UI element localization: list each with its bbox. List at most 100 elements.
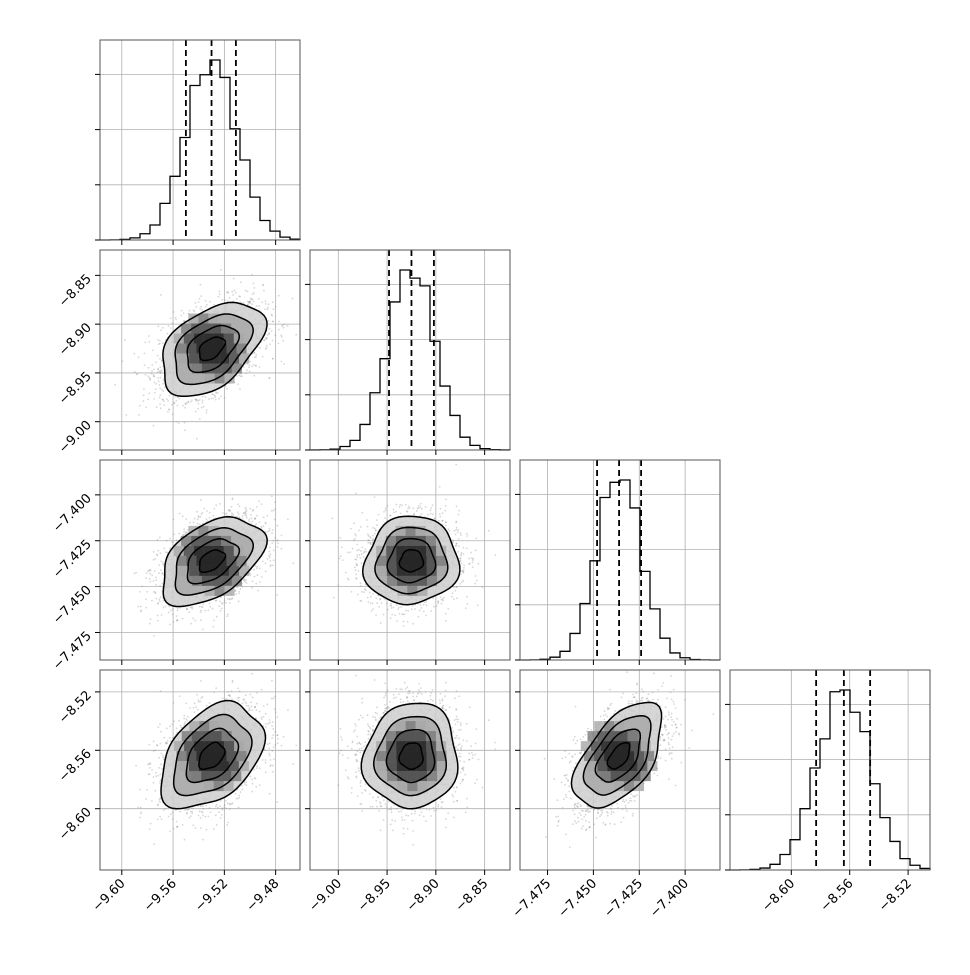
sample-point bbox=[147, 375, 149, 377]
sample-point bbox=[149, 623, 151, 625]
sample-point bbox=[201, 309, 203, 311]
sample-point bbox=[271, 532, 273, 534]
sample-point bbox=[265, 570, 267, 572]
sample-point bbox=[190, 623, 192, 625]
sample-point bbox=[140, 606, 142, 608]
sample-point bbox=[182, 516, 184, 518]
sample-point bbox=[236, 298, 238, 300]
sample-point bbox=[199, 606, 201, 608]
sample-point bbox=[187, 401, 189, 403]
sample-point bbox=[153, 425, 155, 427]
sample-point bbox=[268, 303, 270, 305]
sample-point bbox=[253, 352, 255, 354]
histogram-3 bbox=[730, 690, 930, 870]
sample-point bbox=[278, 295, 280, 297]
sample-point bbox=[159, 600, 161, 602]
sample-point bbox=[167, 411, 169, 413]
sample-point bbox=[242, 518, 244, 520]
sample-point bbox=[209, 517, 211, 519]
density-cell bbox=[177, 344, 187, 354]
sample-point bbox=[170, 318, 172, 320]
sample-point bbox=[240, 281, 242, 283]
sample-point bbox=[173, 402, 175, 404]
sample-point bbox=[138, 357, 140, 359]
sample-point bbox=[281, 361, 283, 363]
sample-point bbox=[250, 522, 252, 524]
sample-point bbox=[186, 609, 188, 611]
sample-point bbox=[159, 340, 161, 342]
sample-point bbox=[209, 602, 211, 604]
sample-point bbox=[162, 327, 164, 329]
sample-point bbox=[189, 522, 191, 524]
histogram-2 bbox=[520, 480, 720, 660]
sample-point bbox=[212, 608, 214, 610]
sample-point bbox=[172, 322, 174, 324]
sample-point bbox=[166, 540, 168, 542]
sample-point bbox=[206, 412, 208, 414]
sample-point bbox=[194, 518, 196, 520]
sample-point bbox=[177, 607, 179, 609]
sample-point bbox=[154, 382, 156, 384]
sample-point bbox=[237, 503, 239, 505]
sample-point bbox=[269, 547, 271, 549]
sample-point bbox=[175, 400, 177, 402]
sample-point bbox=[159, 403, 161, 405]
sample-point bbox=[141, 586, 143, 588]
sample-point bbox=[281, 336, 283, 338]
sample-point bbox=[163, 404, 165, 406]
sample-point bbox=[194, 398, 196, 400]
sample-point bbox=[272, 340, 274, 342]
sample-point bbox=[265, 303, 267, 305]
sample-point bbox=[222, 512, 224, 514]
density-cell bbox=[219, 566, 229, 576]
sample-point bbox=[148, 393, 150, 395]
y-tick-label-1: −8.95 bbox=[56, 369, 95, 408]
sample-point bbox=[148, 341, 150, 343]
density-1-0 bbox=[114, 269, 297, 440]
sample-point bbox=[265, 522, 267, 524]
sample-point bbox=[274, 508, 276, 510]
sample-point bbox=[200, 295, 202, 297]
sample-point bbox=[198, 400, 200, 402]
sample-point bbox=[151, 364, 153, 366]
sample-point bbox=[282, 340, 284, 342]
sample-point bbox=[160, 329, 162, 331]
sample-point bbox=[213, 394, 215, 396]
sample-point bbox=[295, 334, 297, 336]
sample-point bbox=[235, 593, 237, 595]
axes-frame bbox=[100, 40, 300, 240]
sample-point bbox=[182, 618, 184, 620]
sample-point bbox=[178, 533, 180, 535]
sample-point bbox=[226, 388, 228, 390]
sample-point bbox=[258, 298, 260, 300]
sample-point bbox=[195, 411, 197, 413]
sample-point bbox=[137, 606, 139, 608]
sample-point bbox=[166, 398, 168, 400]
sample-point bbox=[229, 510, 231, 512]
sample-point bbox=[140, 611, 142, 613]
sample-point bbox=[231, 512, 233, 514]
sample-point bbox=[190, 401, 192, 403]
sample-point bbox=[249, 361, 251, 363]
sample-point bbox=[145, 577, 147, 579]
sample-point bbox=[281, 535, 283, 537]
sample-point bbox=[159, 358, 161, 360]
sample-point bbox=[202, 402, 204, 404]
sample-point bbox=[276, 539, 278, 541]
sample-point bbox=[262, 285, 264, 287]
sample-point bbox=[191, 399, 193, 401]
sample-point bbox=[277, 525, 279, 527]
sample-point bbox=[220, 269, 222, 271]
sample-point bbox=[224, 599, 226, 601]
sample-point bbox=[174, 396, 176, 398]
sample-point bbox=[199, 516, 201, 518]
sample-point bbox=[249, 371, 251, 373]
sample-point bbox=[151, 370, 153, 372]
sample-point bbox=[145, 599, 147, 601]
sample-point bbox=[198, 403, 200, 405]
sample-point bbox=[215, 600, 217, 602]
sample-point bbox=[251, 303, 253, 305]
sample-point bbox=[162, 583, 164, 585]
sample-point bbox=[283, 363, 285, 365]
